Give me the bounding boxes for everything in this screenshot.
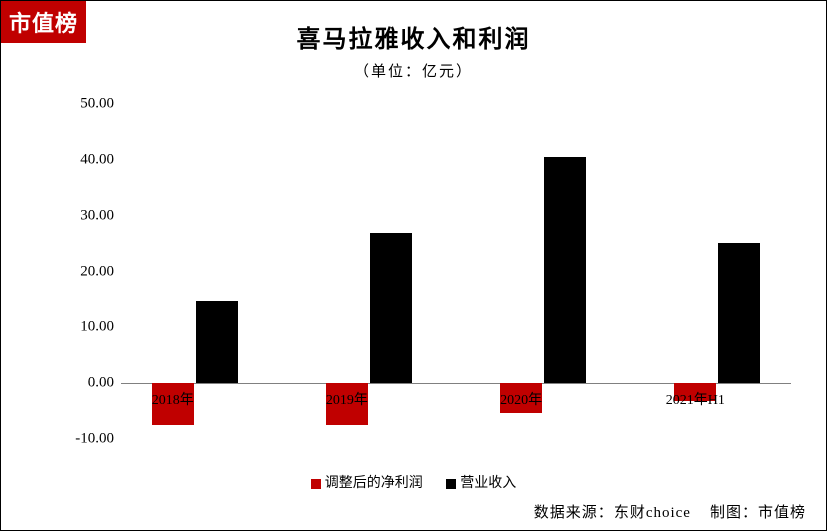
- legend-item-revenue: 营业收入: [446, 472, 516, 492]
- logo-badge: 市值榜: [1, 1, 86, 43]
- x-tick-label: 2020年: [500, 389, 542, 409]
- chart-title: 喜马拉雅收入和利润: [1, 1, 826, 54]
- y-tick-label: 30.00: [56, 207, 114, 224]
- chart-area: -10.000.0010.0020.0030.0040.0050.00 2018…: [56, 104, 796, 439]
- legend-swatch: [446, 479, 456, 489]
- y-tick-label: 50.00: [56, 96, 114, 113]
- x-tick-label: 2019年: [326, 389, 368, 409]
- credit-label: 制图：: [710, 505, 758, 521]
- footer-credits: 数据来源：东财choice 制图：市值榜: [534, 501, 806, 522]
- source-label: 数据来源：: [534, 505, 614, 521]
- legend-label: 调整后的净利润: [325, 476, 423, 491]
- y-tick-label: 20.00: [56, 263, 114, 280]
- x-tick-label: 2021年H1: [666, 389, 725, 409]
- legend-item-profit: 调整后的净利润: [311, 472, 423, 492]
- plot-region: 2018年 2019年 2020年 2021年H1: [121, 104, 791, 439]
- source-value: 东财choice: [614, 505, 691, 521]
- y-tick-label: 40.00: [56, 151, 114, 168]
- x-tick-label: 2018年: [152, 389, 194, 409]
- y-tick-label: 10.00: [56, 319, 114, 336]
- chart-subtitle: （单位：亿元）: [1, 60, 826, 81]
- bar: [544, 157, 586, 383]
- y-tick-label: -10.00: [56, 431, 114, 448]
- legend: 调整后的净利润 营业收入: [1, 472, 826, 492]
- legend-label: 营业收入: [460, 476, 516, 491]
- y-tick-label: 0.00: [56, 375, 114, 392]
- bar: [196, 301, 238, 384]
- legend-swatch: [311, 479, 321, 489]
- bar: [370, 233, 412, 383]
- credit-value: 市值榜: [758, 505, 806, 521]
- bar: [718, 243, 760, 383]
